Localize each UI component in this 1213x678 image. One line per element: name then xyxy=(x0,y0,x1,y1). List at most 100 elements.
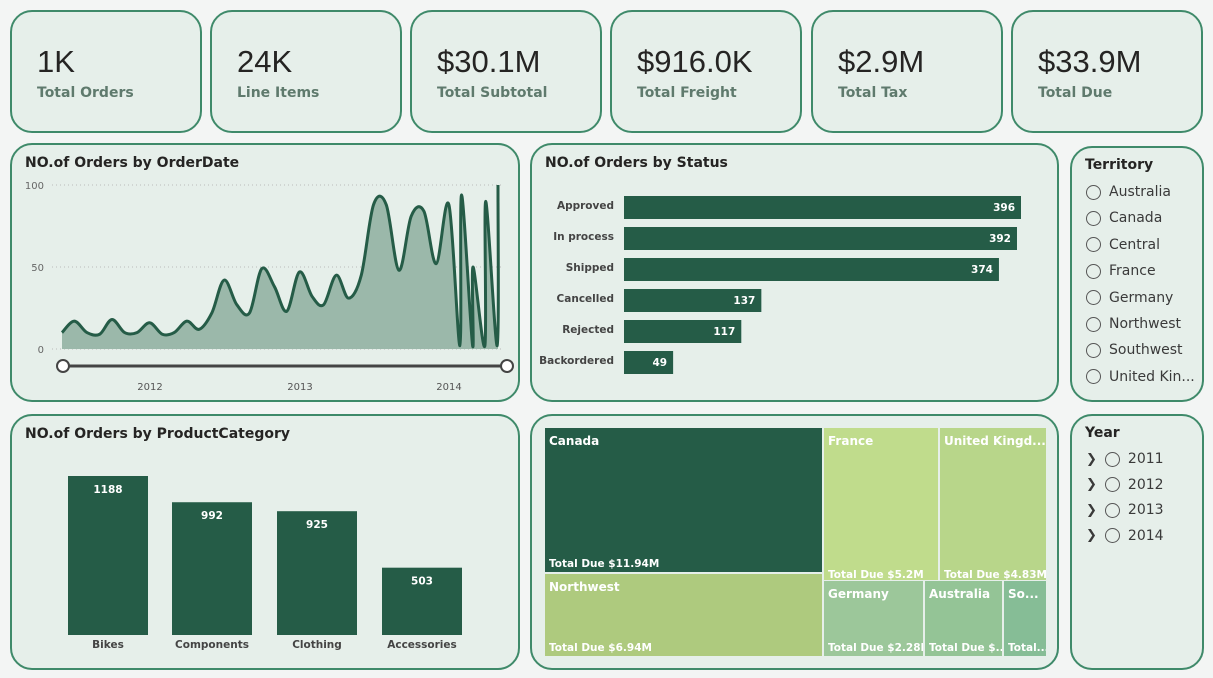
orders-by-date-panel: NO.of Orders by OrderDate 0 50 100 2012 2013… xyxy=(10,143,520,402)
chevron-right-icon[interactable]: ❯ xyxy=(1086,502,1097,518)
territory-option[interactable]: Northwest xyxy=(1086,316,1181,332)
option-label: Canada xyxy=(1109,210,1163,227)
bar[interactable] xyxy=(624,289,762,312)
radio-icon[interactable] xyxy=(1086,210,1101,226)
year-option[interactable]: ❯ 2012 xyxy=(1086,477,1164,493)
treemap-tile[interactable]: France Total Due $5.2M xyxy=(823,427,939,584)
radio-icon[interactable] xyxy=(1086,263,1101,279)
bar-category-label: Accessories xyxy=(387,639,457,651)
bar[interactable] xyxy=(624,320,742,343)
bar-category-label: Rejected xyxy=(562,324,614,336)
kpi-value: $916.0K xyxy=(637,44,753,79)
radio-icon[interactable] xyxy=(1104,451,1120,467)
tile-name: So... xyxy=(1008,587,1039,601)
orders-by-category-panel: NO.of Orders by ProductCategory 1188 Bike… xyxy=(10,414,520,670)
category-bar-chart: 1188 Bikes 992 Components 925 Clothing 503 Acce… xyxy=(68,476,462,651)
tile-name: Canada xyxy=(549,434,600,448)
bar-value-label: 503 xyxy=(411,576,433,588)
option-label: Central xyxy=(1109,236,1160,253)
chevron-right-icon[interactable]: ❯ xyxy=(1086,451,1097,467)
bar[interactable] xyxy=(172,502,252,635)
tile-name: Australia xyxy=(929,587,991,601)
y-tick-label: 100 xyxy=(25,181,44,192)
bar[interactable] xyxy=(277,511,357,635)
series-line xyxy=(60,184,500,349)
bar-value-label: 925 xyxy=(306,519,328,531)
bar-value-label: 392 xyxy=(989,233,1011,245)
chevron-right-icon[interactable]: ❯ xyxy=(1086,477,1097,492)
radio-icon[interactable] xyxy=(1086,290,1101,306)
tile-value: Total Due $11.94M xyxy=(549,558,660,570)
territory-option[interactable]: France xyxy=(1086,263,1156,279)
bar-category-label: Backordered xyxy=(539,355,614,367)
tile-name: France xyxy=(828,434,874,448)
bar-value-label: 374 xyxy=(971,264,993,276)
radio-icon[interactable] xyxy=(1104,502,1120,518)
treemap-tile[interactable]: United Kingd... Total Due $4.83M xyxy=(939,427,1047,584)
year-option[interactable]: ❯ 2013 xyxy=(1086,502,1164,518)
kpi-label: Total Tax xyxy=(838,85,908,101)
x-tick-label: 2012 xyxy=(137,382,162,393)
kpi-label: Total Freight xyxy=(637,85,737,101)
bar[interactable] xyxy=(624,351,674,374)
treemap-tile[interactable]: Canada Total Due $11.94M xyxy=(544,427,823,573)
x-tick-label: 2013 xyxy=(287,382,312,393)
bar[interactable] xyxy=(624,196,1021,219)
status-bar-chart: Approved 396 In process 392 Shipped 374 Cancel… xyxy=(539,196,1021,374)
bar[interactable] xyxy=(624,227,1017,250)
bar-value-label: 992 xyxy=(201,510,223,522)
bar-category-label: Shipped xyxy=(566,262,614,274)
kpi-label: Total Orders xyxy=(37,85,134,101)
tile-value: Total... xyxy=(1008,642,1047,654)
chart-title: NO.of Orders by OrderDate xyxy=(25,155,240,171)
territory-option[interactable]: Canada xyxy=(1086,210,1162,226)
kpi-value: 1K xyxy=(37,44,75,79)
radio-icon[interactable] xyxy=(1086,316,1101,332)
slider-end-handle[interactable] xyxy=(500,359,514,373)
treemap-panel: Canada Total Due $11.94M Northwest Total… xyxy=(530,414,1059,670)
bar-category-label: Cancelled xyxy=(557,293,614,305)
kpi-label: Line Items xyxy=(237,85,320,101)
territory-option[interactable]: Central xyxy=(1086,237,1160,253)
option-label: France xyxy=(1109,263,1156,280)
year-option[interactable]: ❯ 2014 xyxy=(1086,528,1164,544)
bar[interactable] xyxy=(382,567,462,635)
kpi-card: $30.1M Total Subtotal xyxy=(410,10,602,133)
bar-category-label: Clothing xyxy=(292,639,342,651)
tile-value: Total Due $... xyxy=(929,642,1003,654)
chart-title: NO.of Orders by ProductCategory xyxy=(25,426,291,442)
y-tick-label: 50 xyxy=(31,263,44,274)
tile-value: Total Due $4.83M xyxy=(944,569,1047,581)
bar[interactable] xyxy=(624,258,999,281)
slider-start-handle[interactable] xyxy=(56,359,70,373)
kpi-value: $33.9M xyxy=(1038,44,1142,79)
year-option[interactable]: ❯ 2011 xyxy=(1086,451,1164,467)
bar-value-label: 137 xyxy=(733,295,755,307)
bar-category-label: Bikes xyxy=(92,639,124,651)
tile-name: United Kingd... xyxy=(944,434,1046,448)
chevron-right-icon[interactable]: ❯ xyxy=(1086,528,1097,543)
treemap-tile[interactable]: Northwest Total Due $6.94M xyxy=(544,573,823,657)
territory-option[interactable]: Southwest xyxy=(1086,342,1183,358)
radio-icon[interactable] xyxy=(1104,528,1120,543)
kpi-card: 24K Line Items xyxy=(210,10,402,133)
kpi-card: $916.0K Total Freight xyxy=(610,10,802,133)
radio-icon[interactable] xyxy=(1086,184,1101,200)
bar[interactable] xyxy=(68,476,148,635)
radio-icon[interactable] xyxy=(1086,237,1101,253)
slicer-title: Territory xyxy=(1085,157,1154,173)
treemap-tile[interactable]: Germany Total Due $2.28M xyxy=(823,580,924,657)
option-label: 2014 xyxy=(1127,527,1164,544)
radio-icon[interactable] xyxy=(1086,369,1101,385)
territory-option[interactable]: Australia xyxy=(1086,184,1171,200)
bar-value-label: 117 xyxy=(713,326,735,338)
radio-icon[interactable] xyxy=(1086,342,1101,358)
kpi-value: $30.1M xyxy=(437,44,541,79)
radio-icon[interactable] xyxy=(1104,477,1120,492)
option-label: Australia xyxy=(1109,184,1171,200)
territory-option[interactable]: United Kin... xyxy=(1086,369,1195,385)
territory-option[interactable]: Germany xyxy=(1086,290,1173,306)
option-label: Germany xyxy=(1109,289,1174,306)
treemap-tile[interactable]: So... Total... xyxy=(1003,580,1047,657)
treemap-tile[interactable]: Australia Total Due $... xyxy=(924,580,1003,657)
